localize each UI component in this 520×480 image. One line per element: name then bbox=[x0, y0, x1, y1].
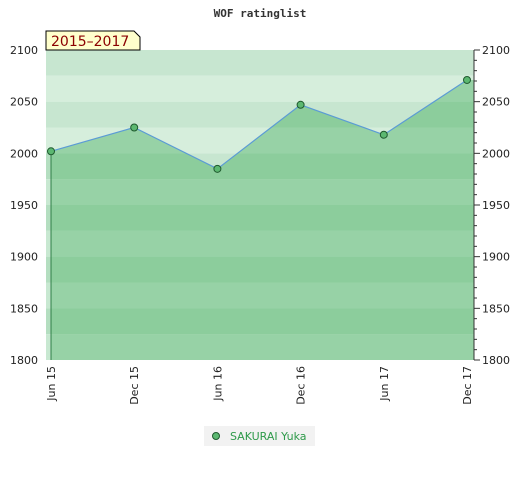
series-markers bbox=[47, 75, 471, 173]
x-tick-label: Dec 15 bbox=[128, 366, 141, 405]
x-tick-label: Jun 16 bbox=[211, 366, 224, 402]
data-point bbox=[130, 123, 139, 132]
y-tick-label-left: 1950 bbox=[10, 199, 38, 212]
y-tick-label-right: 1800 bbox=[482, 354, 510, 367]
background-band bbox=[46, 179, 474, 205]
y-tick-label-right: 1950 bbox=[482, 199, 510, 212]
background-band bbox=[46, 75, 474, 102]
data-point bbox=[296, 100, 305, 109]
y-tick-label-right: 1850 bbox=[482, 302, 510, 315]
y-tick-label-left: 1850 bbox=[10, 302, 38, 315]
legend-background bbox=[204, 426, 315, 446]
y-tick-label-left: 2100 bbox=[10, 44, 38, 57]
y-axis-right-labels: 1800 1850 1900 1950 2000 2050 2100 bbox=[482, 44, 510, 367]
axes bbox=[50, 49, 480, 361]
background-bands bbox=[46, 50, 474, 360]
legend-item-label: SAKURAI Yuka bbox=[230, 430, 307, 443]
x-tick-label: Dec 17 bbox=[461, 366, 474, 405]
period-box: 2015–2017 bbox=[45, 30, 141, 51]
series-area bbox=[51, 79, 474, 360]
legend: SAKURAI Yuka bbox=[204, 426, 315, 446]
background-band bbox=[46, 334, 474, 360]
background-band bbox=[46, 205, 474, 231]
period-box-background bbox=[45, 30, 141, 51]
y-tick-label-right: 2000 bbox=[482, 147, 510, 160]
data-point bbox=[379, 130, 388, 139]
y-tick-label-left: 2000 bbox=[10, 147, 38, 160]
area-above-series bbox=[46, 50, 474, 169]
x-axis-labels: Jun 15 Dec 15 Jun 16 Dec 16 Jun 17 Dec 17 bbox=[45, 366, 474, 405]
y-tick-label-left: 1900 bbox=[10, 251, 38, 264]
y-tick-label-right: 2050 bbox=[482, 96, 510, 109]
background-band bbox=[46, 282, 474, 309]
data-point bbox=[463, 75, 471, 84]
data-point bbox=[47, 147, 55, 156]
background-band bbox=[46, 256, 474, 283]
background-band bbox=[46, 101, 474, 128]
x-tick-label: Jun 15 bbox=[45, 366, 58, 402]
background-band bbox=[46, 230, 474, 257]
legend-marker bbox=[212, 432, 220, 440]
y-tick-label-left: 2050 bbox=[10, 96, 38, 109]
series-line bbox=[50, 79, 468, 170]
y-tick-label-left: 1800 bbox=[10, 354, 38, 367]
y-tick-label-right: 1900 bbox=[482, 251, 510, 264]
period-label: 2015–2017 bbox=[51, 34, 129, 50]
data-point bbox=[213, 164, 222, 173]
area-layer bbox=[46, 50, 474, 360]
background-band bbox=[46, 308, 474, 335]
x-tick-label: Dec 16 bbox=[295, 366, 308, 405]
y-tick-label-right: 2100 bbox=[482, 44, 510, 57]
y-axis-left-labels: 1800 1850 1900 1950 2000 2050 2100 bbox=[10, 44, 38, 367]
background-band bbox=[46, 50, 474, 76]
x-tick-label: Jun 17 bbox=[378, 366, 391, 402]
background-band bbox=[46, 153, 474, 180]
series-line-layer bbox=[50, 79, 468, 170]
chart-title: WOF ratinglist bbox=[214, 7, 307, 20]
